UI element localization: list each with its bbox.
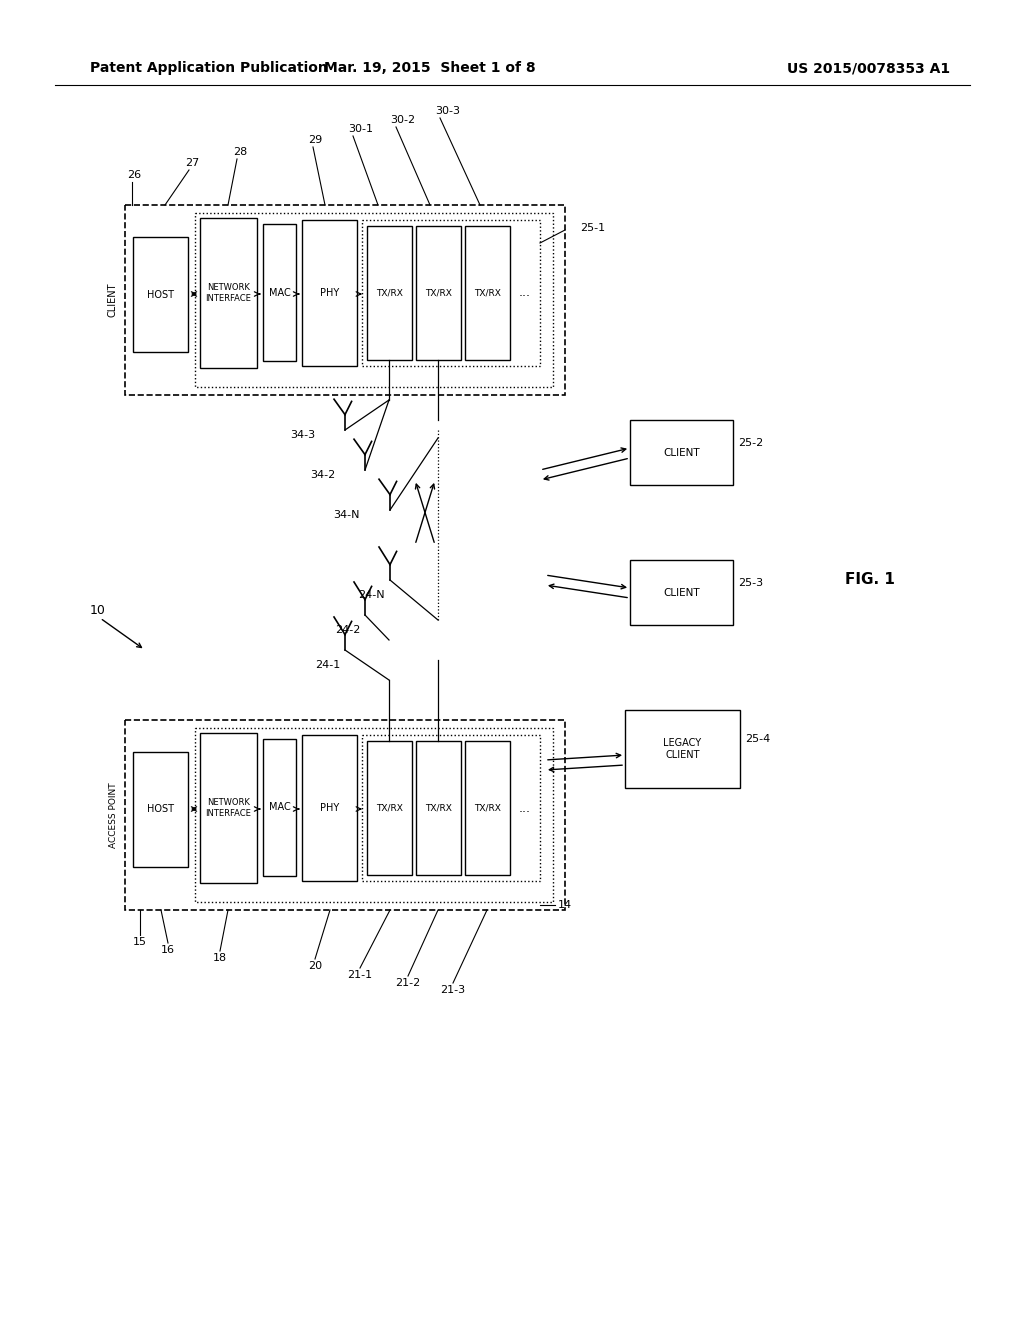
Bar [625, 710, 740, 788]
Text: TX/RX: TX/RX [425, 289, 452, 297]
Text: 14: 14 [558, 900, 572, 909]
Text: 21-2: 21-2 [395, 978, 421, 987]
Text: 34-2: 34-2 [309, 470, 335, 480]
Text: 24-N: 24-N [358, 590, 385, 601]
Text: ACCESS POINT: ACCESS POINT [109, 783, 118, 847]
Text: 16: 16 [161, 945, 175, 954]
Text: HOST: HOST [147, 289, 174, 300]
Text: TX/RX: TX/RX [474, 289, 501, 297]
Text: 29: 29 [308, 135, 323, 145]
Text: CLIENT: CLIENT [664, 587, 699, 598]
Bar [263, 224, 296, 360]
Text: Mar. 19, 2015  Sheet 1 of 8: Mar. 19, 2015 Sheet 1 of 8 [325, 61, 536, 75]
Text: 25-3: 25-3 [738, 578, 763, 587]
Text: 15: 15 [133, 937, 147, 946]
Text: 20: 20 [308, 961, 323, 972]
Bar [263, 739, 296, 876]
Text: LEGACY
CLIENT: LEGACY CLIENT [664, 738, 701, 760]
Bar [133, 238, 188, 352]
Text: TX/RX: TX/RX [474, 804, 501, 813]
Text: 26: 26 [127, 170, 141, 180]
Bar [362, 220, 540, 366]
Bar [416, 226, 461, 360]
Bar [630, 560, 733, 624]
Text: 27: 27 [185, 158, 200, 168]
Bar [195, 213, 553, 387]
Bar [367, 226, 412, 360]
Text: 30-2: 30-2 [390, 115, 415, 125]
Text: 34-N: 34-N [334, 510, 360, 520]
Text: 25-4: 25-4 [745, 734, 770, 744]
Text: 25-2: 25-2 [738, 437, 763, 447]
Bar [125, 719, 565, 909]
Text: US 2015/0078353 A1: US 2015/0078353 A1 [786, 61, 950, 75]
Bar [367, 741, 412, 875]
Text: 21-3: 21-3 [440, 985, 466, 995]
Text: ...: ... [519, 286, 531, 300]
Text: Patent Application Publication: Patent Application Publication [90, 61, 328, 75]
Bar [416, 741, 461, 875]
Text: PHY: PHY [319, 288, 339, 298]
Text: 24-2: 24-2 [335, 624, 360, 635]
Text: CLIENT: CLIENT [108, 282, 118, 317]
Text: TX/RX: TX/RX [376, 289, 402, 297]
Bar [302, 735, 357, 880]
Text: TX/RX: TX/RX [376, 804, 402, 813]
Text: HOST: HOST [147, 804, 174, 814]
Text: 28: 28 [233, 147, 247, 157]
Bar [302, 220, 357, 366]
Text: TX/RX: TX/RX [425, 804, 452, 813]
Bar [465, 226, 510, 360]
Text: 25-1: 25-1 [580, 223, 605, 234]
Text: 21-1: 21-1 [347, 970, 373, 979]
Bar [133, 752, 188, 867]
Bar [362, 735, 540, 880]
Bar [630, 420, 733, 484]
Text: CLIENT: CLIENT [664, 447, 699, 458]
Text: 24-1: 24-1 [314, 660, 340, 671]
Text: NETWORK
INTERFACE: NETWORK INTERFACE [206, 799, 252, 817]
Bar [125, 205, 565, 395]
Bar [465, 741, 510, 875]
Bar [195, 729, 553, 902]
Text: 34-3: 34-3 [290, 430, 315, 440]
Text: PHY: PHY [319, 803, 339, 813]
Text: MAC: MAC [268, 803, 291, 813]
Text: 30-1: 30-1 [348, 124, 373, 135]
Bar [200, 218, 257, 368]
Text: MAC: MAC [268, 288, 291, 297]
Text: 30-3: 30-3 [435, 106, 460, 116]
Bar [200, 733, 257, 883]
Text: NETWORK
INTERFACE: NETWORK INTERFACE [206, 284, 252, 302]
Text: FIG. 1: FIG. 1 [845, 573, 895, 587]
Text: 10: 10 [90, 603, 105, 616]
Text: ...: ... [519, 801, 531, 814]
Text: 18: 18 [213, 953, 227, 964]
